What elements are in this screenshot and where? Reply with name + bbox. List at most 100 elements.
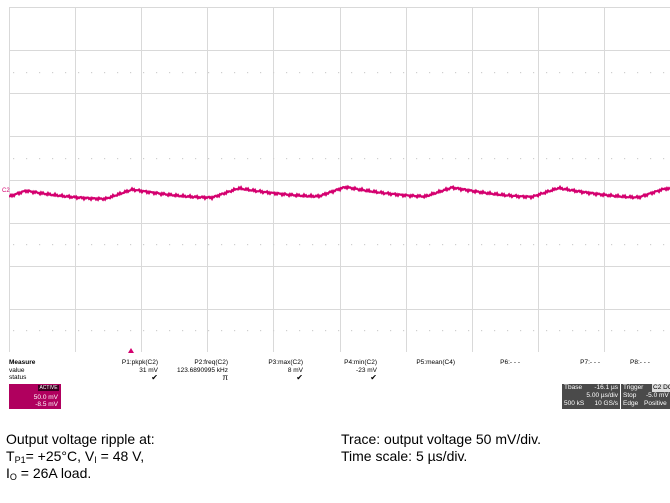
grid-dot <box>351 244 353 246</box>
grid-dot <box>208 244 210 246</box>
grid-dot <box>520 244 522 246</box>
grid-dot <box>403 244 405 246</box>
grid-dot <box>117 72 119 74</box>
grid-dot <box>104 244 106 246</box>
oscilloscope-screen: C2 <box>2 7 670 353</box>
measure-p1[interactable]: P1:pkpk(C2) 31 mV ✔ <box>103 359 158 382</box>
measure-p7[interactable]: P7:- - - <box>560 359 600 367</box>
grid-dot <box>533 158 535 160</box>
trigger-descriptor[interactable]: Trigger C2 DC Stop -5.0 mV Edge Positive <box>621 384 670 409</box>
grid-dot <box>650 244 652 246</box>
grid-dot <box>26 330 28 332</box>
grid-dot <box>403 158 405 160</box>
grid-dot <box>611 330 613 332</box>
grid-dot <box>182 72 184 74</box>
grid-dot <box>494 72 496 74</box>
grid-dot <box>494 330 496 332</box>
grid-dot <box>663 330 665 332</box>
grid-dot <box>169 72 171 74</box>
grid-dot <box>572 72 574 74</box>
grid-dot <box>221 158 223 160</box>
grid-dot <box>143 244 145 246</box>
grid-dot <box>416 72 418 74</box>
grid-dot <box>364 244 366 246</box>
grid-dot <box>598 72 600 74</box>
grid-dot <box>429 244 431 246</box>
grid-dot <box>260 330 262 332</box>
grid-dot <box>585 244 587 246</box>
grid-dot <box>247 72 249 74</box>
grid-dot <box>520 330 522 332</box>
grid-dot <box>104 330 106 332</box>
measure-p4[interactable]: P4:min(C2) -23 mV ✔ <box>322 359 377 382</box>
grid-dot <box>624 330 626 332</box>
grid-dot <box>234 72 236 74</box>
grid-dot <box>403 72 405 74</box>
grid-dot <box>507 330 509 332</box>
grid-dot <box>546 72 548 74</box>
channel-volts-div: 50.0 mV <box>33 394 58 401</box>
grid-dot <box>312 244 314 246</box>
measure-p8[interactable]: P8:- - - <box>630 359 670 367</box>
measure-param-name: P1:pkpk(C2) <box>121 359 158 366</box>
grid-dot <box>468 72 470 74</box>
grid-dot <box>338 244 340 246</box>
grid-dot <box>156 72 158 74</box>
grid-dot <box>416 158 418 160</box>
grid-dot <box>286 244 288 246</box>
grid-dot <box>299 244 301 246</box>
grid-dot <box>65 72 67 74</box>
measure-p5[interactable]: P5:mean(C4) <box>395 359 455 367</box>
measure-param-name: P5:mean(C4) <box>416 359 455 366</box>
measure-p3[interactable]: P3:max(C2) 8 mV ✔ <box>248 359 303 382</box>
measure-p6[interactable]: P6:- - - <box>480 359 520 367</box>
grid-dot <box>390 158 392 160</box>
grid-dot <box>390 330 392 332</box>
grid-dot <box>39 330 41 332</box>
measure-param-name: P7:- - - <box>580 359 600 366</box>
grid-dot <box>325 72 327 74</box>
grid-dot <box>195 330 197 332</box>
measure-labels: Measure value status <box>9 359 35 382</box>
grid-dot <box>637 330 639 332</box>
grid-dot <box>273 158 275 160</box>
grid-dot <box>117 158 119 160</box>
grid-dot <box>130 244 132 246</box>
measure-p2[interactable]: P2:freq(C2) 123.6890995 kHz π <box>168 359 228 382</box>
timebase-descriptor[interactable]: Tbase -16.1 µs 5.00 µs/div 500 kS 10 GS/… <box>562 384 620 409</box>
grid-dot <box>221 72 223 74</box>
trigger-position-marker <box>128 348 134 353</box>
grid-dot <box>91 158 93 160</box>
grid-dot <box>130 158 132 160</box>
grid-dot <box>637 72 639 74</box>
grid-dot <box>312 330 314 332</box>
grid-dot <box>442 72 444 74</box>
grid-dot <box>624 72 626 74</box>
measure-param-name: P6:- - - <box>500 359 520 366</box>
caption-line-2: TP1= +25°C, VI = 48 V, <box>6 448 145 465</box>
grid-dot <box>273 330 275 332</box>
grid-dot <box>312 158 314 160</box>
grid-dot <box>468 158 470 160</box>
grid-dot <box>429 330 431 332</box>
grid-dot <box>247 158 249 160</box>
grid-dot <box>377 158 379 160</box>
measure-param-name: P2:freq(C2) <box>194 359 228 366</box>
caption-trace-scale: Trace: output voltage 50 mV/div. <box>341 431 541 447</box>
grid-dot <box>533 244 535 246</box>
grid-dot <box>442 158 444 160</box>
grid-dot <box>598 158 600 160</box>
grid-dot <box>26 72 28 74</box>
timebase-time-div: 5.00 µs/div <box>586 392 618 399</box>
grid-dot <box>78 244 80 246</box>
grid-dot <box>377 72 379 74</box>
channel-c2-descriptor[interactable]: ACTIVE 50.0 mV -8.5 mV <box>9 384 61 409</box>
grid-dot <box>143 72 145 74</box>
grid-dot <box>65 330 67 332</box>
grid-dot <box>182 244 184 246</box>
timebase-label: Tbase <box>564 384 583 391</box>
measure-param-value: 8 mV <box>287 366 303 374</box>
grid-dot <box>481 330 483 332</box>
grid-dot <box>195 158 197 160</box>
grid-dot <box>364 330 366 332</box>
